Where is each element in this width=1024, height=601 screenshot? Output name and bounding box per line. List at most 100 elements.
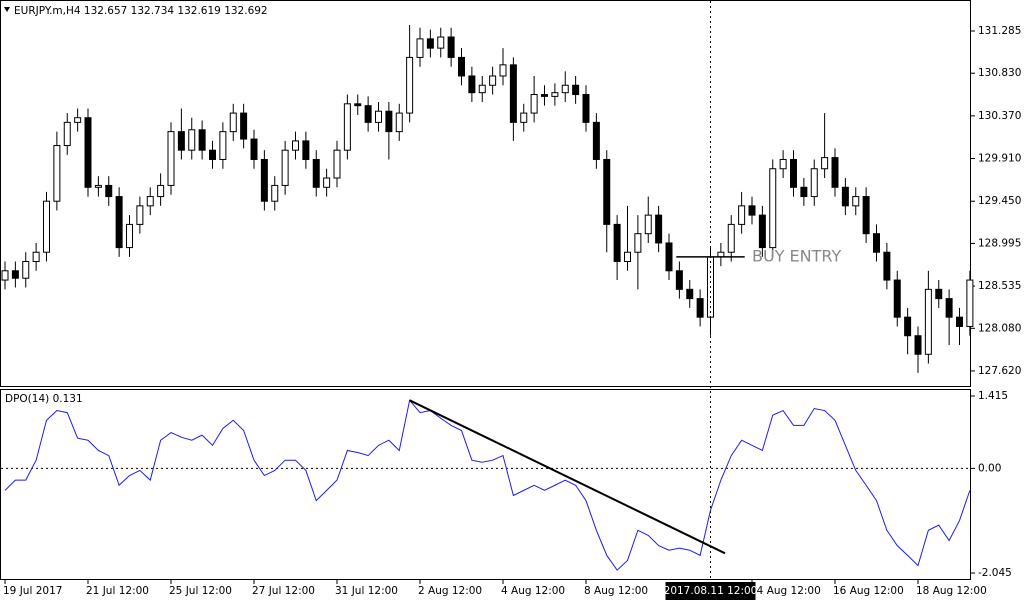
candle-body bbox=[956, 316, 963, 327]
candle-body bbox=[873, 233, 880, 253]
candle-body bbox=[509, 64, 517, 123]
candle-body bbox=[74, 117, 82, 123]
candle-body bbox=[655, 214, 663, 244]
y-tick-label: 1.415 bbox=[978, 390, 1008, 402]
candle-body bbox=[281, 149, 289, 186]
x-tick-label: 4 Aug 12:00 bbox=[501, 585, 565, 597]
candle-body bbox=[177, 131, 185, 151]
candle-body bbox=[126, 223, 133, 249]
candle-body bbox=[250, 138, 258, 160]
candle-body bbox=[312, 158, 320, 188]
candle-body bbox=[271, 184, 279, 202]
candle-body bbox=[603, 158, 611, 225]
y-tick-label: 129.450 bbox=[978, 195, 1021, 207]
y-tick-label: 129.910 bbox=[978, 153, 1021, 165]
candle-body bbox=[572, 84, 580, 96]
candle-body bbox=[302, 140, 310, 160]
candle-body bbox=[437, 36, 445, 49]
indicator-panel-frame bbox=[0, 389, 971, 580]
candle-body bbox=[343, 103, 351, 151]
candle-body bbox=[852, 196, 860, 207]
buy-entry-label: BUY ENTRY bbox=[752, 246, 841, 265]
candle-body bbox=[146, 196, 154, 207]
candle-body bbox=[32, 251, 40, 263]
y-tick-label: 128.995 bbox=[978, 237, 1021, 249]
candle-body bbox=[105, 184, 113, 198]
candle-body bbox=[209, 149, 216, 160]
indicator-title: DPO(14) 0.131 bbox=[5, 393, 83, 405]
candle-body bbox=[914, 335, 922, 355]
candle-body bbox=[468, 75, 476, 94]
candle-body bbox=[582, 94, 590, 123]
x-tick-label: 19 Jul 2017 bbox=[3, 585, 62, 597]
candle-body bbox=[385, 110, 393, 133]
x-tick-label: 31 Jul 12:00 bbox=[335, 585, 398, 597]
candle-body bbox=[935, 288, 943, 300]
candle-body bbox=[665, 242, 673, 272]
candle-body bbox=[188, 129, 196, 151]
trend-line bbox=[409, 399, 726, 555]
candle-body bbox=[53, 145, 61, 202]
y-tick-label: -2.045 bbox=[978, 567, 1012, 579]
candle-body bbox=[499, 64, 507, 77]
candle-body bbox=[634, 233, 642, 253]
candle-body bbox=[748, 205, 756, 216]
candle-body bbox=[115, 196, 123, 249]
candle-body bbox=[613, 223, 621, 263]
candle-body bbox=[893, 279, 901, 318]
y-tick-label: 0.00 bbox=[978, 462, 1001, 474]
candle-body bbox=[862, 196, 870, 235]
y-tick-label: 128.080 bbox=[978, 322, 1021, 334]
candle-body bbox=[1, 270, 9, 281]
candle-body bbox=[292, 140, 299, 151]
candle-body bbox=[779, 158, 787, 170]
candle-body bbox=[406, 56, 414, 114]
y-tick-label: 128.535 bbox=[978, 280, 1021, 292]
candle-body bbox=[520, 112, 528, 123]
candle-body bbox=[395, 112, 403, 133]
candle-body bbox=[157, 184, 165, 198]
candle-body bbox=[727, 223, 735, 253]
x-tick-label: 18 Aug 12:00 bbox=[916, 585, 987, 597]
candle-body bbox=[738, 205, 746, 225]
candle-body bbox=[478, 84, 486, 94]
candle-body bbox=[364, 105, 372, 123]
candle-body bbox=[375, 110, 382, 123]
x-tick-label: 25 Jul 12:00 bbox=[169, 585, 232, 597]
candle-body bbox=[333, 149, 341, 179]
candle-body bbox=[198, 129, 206, 151]
candle-body bbox=[904, 316, 912, 337]
candle-body bbox=[966, 279, 974, 327]
candle-body bbox=[323, 177, 331, 188]
symbol-icon bbox=[4, 7, 10, 12]
x-tick-label: 8 Aug 12:00 bbox=[584, 585, 648, 597]
candle-body bbox=[831, 157, 839, 188]
candle-body bbox=[447, 36, 455, 58]
candle-body bbox=[22, 261, 30, 279]
candle-body bbox=[489, 75, 497, 86]
candle-body bbox=[561, 84, 569, 94]
candle-body bbox=[551, 92, 559, 97]
candle-body bbox=[686, 288, 694, 300]
candle-body bbox=[644, 214, 652, 235]
candle-body bbox=[883, 251, 891, 281]
candle-body bbox=[136, 205, 144, 225]
candle-body bbox=[841, 186, 849, 207]
candle-body bbox=[94, 184, 102, 188]
candle-body bbox=[541, 94, 548, 97]
candle-body bbox=[769, 168, 777, 249]
candle-body bbox=[810, 168, 818, 198]
candle-body bbox=[624, 251, 631, 263]
x-tick-label: 27 Jul 12:00 bbox=[252, 585, 315, 597]
candle-body bbox=[63, 121, 71, 147]
candle-body bbox=[675, 270, 683, 290]
y-tick-label: 130.370 bbox=[978, 110, 1021, 122]
crosshair-label: 2017.08.11 12:00 bbox=[664, 585, 758, 597]
candle-body bbox=[240, 112, 248, 140]
candle-body bbox=[219, 131, 227, 160]
x-tick-label: 16 Aug 12:00 bbox=[833, 585, 904, 597]
candle-body bbox=[758, 214, 766, 249]
candle-body bbox=[945, 298, 953, 318]
indicator-line bbox=[4, 399, 971, 571]
candle-body bbox=[592, 121, 600, 160]
